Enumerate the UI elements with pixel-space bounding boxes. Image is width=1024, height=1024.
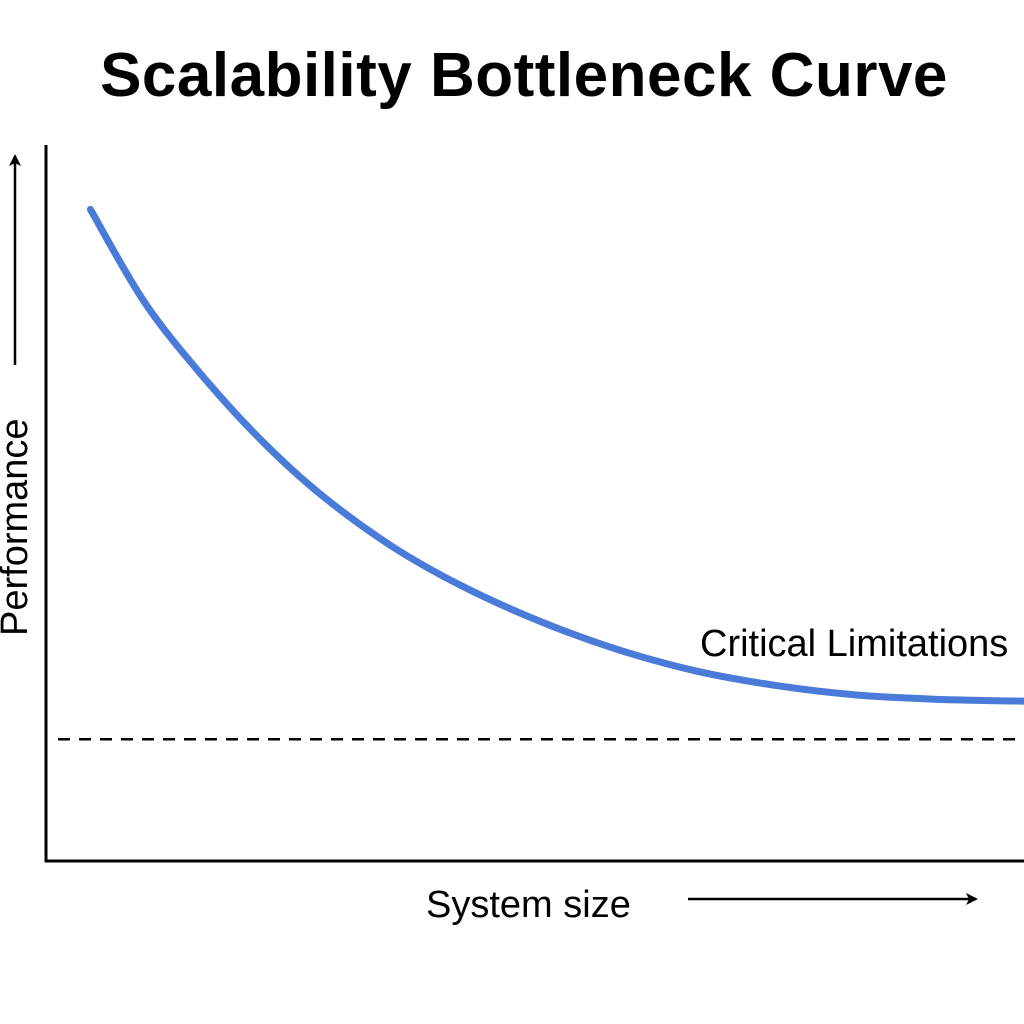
chart-title: Scalability Bottleneck Curve [100, 41, 948, 110]
series-line [86, 205, 1024, 705]
x-axis-label: System size [426, 884, 631, 926]
y-axis-label: Performance [0, 418, 36, 636]
annotation-label: Critical Limitations [700, 623, 1008, 665]
